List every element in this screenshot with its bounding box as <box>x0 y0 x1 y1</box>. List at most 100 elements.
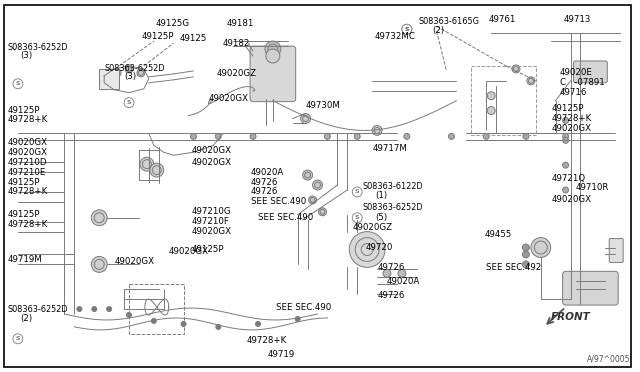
Text: 49020GX: 49020GX <box>8 148 48 157</box>
Text: 49719: 49719 <box>268 350 295 359</box>
Text: (2): (2) <box>20 314 32 324</box>
Circle shape <box>383 269 391 277</box>
Circle shape <box>487 92 495 100</box>
Text: S: S <box>355 215 360 220</box>
Text: 49728+K: 49728+K <box>8 115 48 124</box>
Text: 49020GX: 49020GX <box>191 227 232 236</box>
Circle shape <box>563 134 568 140</box>
Text: 49728+K: 49728+K <box>8 187 48 196</box>
FancyBboxPatch shape <box>250 46 296 102</box>
Circle shape <box>295 317 300 321</box>
Text: S08363-6252D: S08363-6252D <box>104 64 164 73</box>
Text: 49716: 49716 <box>559 88 587 97</box>
Text: 49020E: 49020E <box>559 68 593 77</box>
Text: 49125P: 49125P <box>142 32 174 41</box>
Text: 497210D: 497210D <box>8 158 47 167</box>
Text: S08363-6252D: S08363-6252D <box>8 305 68 314</box>
Circle shape <box>563 118 568 124</box>
Text: 49020GX: 49020GX <box>191 158 232 167</box>
Text: 49726: 49726 <box>377 291 404 300</box>
Circle shape <box>523 134 529 140</box>
Text: 49455: 49455 <box>484 230 511 239</box>
Circle shape <box>402 24 412 34</box>
Circle shape <box>349 232 385 267</box>
Circle shape <box>13 79 23 89</box>
Circle shape <box>216 324 221 329</box>
Circle shape <box>563 162 568 168</box>
FancyBboxPatch shape <box>573 61 607 83</box>
Text: 497210G: 497210G <box>191 207 231 216</box>
Text: 49020A: 49020A <box>387 277 420 286</box>
Text: S: S <box>404 27 409 32</box>
Text: A/97^0005: A/97^0005 <box>588 354 631 363</box>
Text: 49020GX: 49020GX <box>8 138 48 147</box>
Circle shape <box>113 69 121 77</box>
Text: SEE SEC.492: SEE SEC.492 <box>486 263 541 272</box>
Circle shape <box>319 208 326 216</box>
Text: (3): (3) <box>124 72 136 81</box>
Text: 49721Q: 49721Q <box>552 174 586 183</box>
Circle shape <box>512 65 520 73</box>
Circle shape <box>522 261 529 268</box>
Text: 49726: 49726 <box>251 177 278 186</box>
Text: (1): (1) <box>375 192 387 201</box>
Circle shape <box>191 134 196 140</box>
Text: S08363-6165G: S08363-6165G <box>419 17 480 26</box>
Circle shape <box>402 24 412 34</box>
Text: 49730M: 49730M <box>306 101 340 110</box>
Circle shape <box>398 269 406 277</box>
Text: 49717M: 49717M <box>372 144 407 153</box>
Circle shape <box>308 196 317 204</box>
Circle shape <box>324 134 330 140</box>
Text: 497210F: 497210F <box>191 217 229 226</box>
Circle shape <box>124 98 134 108</box>
Circle shape <box>13 334 23 344</box>
Text: 49125P: 49125P <box>8 106 40 115</box>
Circle shape <box>372 125 382 135</box>
Text: 49125: 49125 <box>180 33 207 43</box>
Circle shape <box>522 251 529 258</box>
Circle shape <box>301 113 310 124</box>
Circle shape <box>77 307 82 311</box>
Circle shape <box>127 312 131 317</box>
Text: 49020GX: 49020GX <box>169 247 209 256</box>
Text: 49020GX: 49020GX <box>552 195 592 204</box>
Text: (5): (5) <box>375 213 387 222</box>
Text: C   -07891: C -07891 <box>559 78 604 87</box>
Circle shape <box>352 213 362 223</box>
Circle shape <box>404 134 410 140</box>
Circle shape <box>266 49 280 63</box>
Circle shape <box>92 307 97 311</box>
Circle shape <box>92 256 107 272</box>
Circle shape <box>527 77 535 85</box>
Circle shape <box>352 187 362 197</box>
Text: 49020GX: 49020GX <box>114 257 154 266</box>
Text: 49020GX: 49020GX <box>552 124 592 133</box>
Circle shape <box>107 307 111 311</box>
Circle shape <box>150 163 164 177</box>
Text: 49181: 49181 <box>227 19 253 28</box>
Text: 49020GX: 49020GX <box>209 94 248 103</box>
Text: 49125P: 49125P <box>8 177 40 186</box>
Text: 49720: 49720 <box>365 243 392 252</box>
Text: 49125P: 49125P <box>552 104 584 113</box>
Text: S08363-6122D: S08363-6122D <box>362 182 423 190</box>
Bar <box>471 66 536 135</box>
Circle shape <box>151 318 156 323</box>
Circle shape <box>255 321 260 326</box>
Text: 49020A: 49020A <box>251 168 284 177</box>
Circle shape <box>531 238 550 257</box>
Circle shape <box>355 134 360 140</box>
Text: (3): (3) <box>20 51 32 60</box>
Text: S08363-6252D: S08363-6252D <box>362 203 422 212</box>
Text: S: S <box>127 100 131 105</box>
Text: S: S <box>355 189 360 195</box>
Text: 49728+K: 49728+K <box>246 336 286 345</box>
Circle shape <box>265 41 281 57</box>
Text: 49020GZ: 49020GZ <box>216 69 256 78</box>
Bar <box>129 284 184 334</box>
Text: FRONT: FRONT <box>550 312 591 322</box>
Circle shape <box>92 210 107 226</box>
Text: S: S <box>15 81 20 86</box>
Circle shape <box>181 321 186 326</box>
